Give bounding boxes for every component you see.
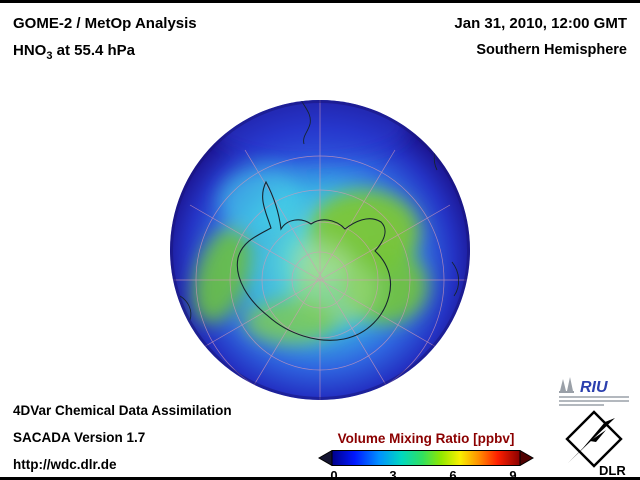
tick-label-3: 3: [389, 468, 397, 480]
colorbar: [318, 450, 534, 466]
colorbar-block: Volume Mixing Ratio [ppbv]: [318, 431, 534, 480]
website-url: http://wdc.dlr.de: [13, 457, 117, 472]
colorbar-left-arrow: [318, 450, 333, 466]
assimilation-label: 4DVar Chemical Data Assimilation: [13, 403, 232, 418]
datetime-label: Jan 31, 2010, 12:00 GMT: [454, 15, 627, 32]
version-label: SACADA Version 1.7: [13, 430, 146, 445]
dlr-rhombus: [565, 410, 623, 468]
pressure-level: at 55.4 hPa: [52, 42, 136, 59]
globe-rim: [170, 100, 470, 400]
analysis-title: GOME-2 / MetOp Analysis: [13, 15, 197, 32]
species-pressure-label: HNO3 at 55.4 hPa: [13, 42, 197, 62]
dlr-swoosh-wing: [590, 430, 606, 442]
colorbar-title: Volume Mixing Ratio [ppbv]: [337, 431, 515, 446]
riu-wordmark: RIU: [580, 379, 608, 396]
dlr-logo: DLR: [565, 410, 626, 477]
tick-label-6: 6: [449, 468, 457, 480]
colorbar-right-arrow: [519, 450, 534, 466]
hemisphere-map: [170, 100, 470, 400]
species-name: HNO: [13, 42, 47, 59]
cathedral-icon: [559, 377, 574, 393]
graticule: [170, 100, 470, 400]
riu-lines: [559, 396, 629, 406]
antarctica-outline: [236, 180, 392, 341]
hemisphere-label: Southern Hemisphere: [476, 42, 627, 58]
title-block: GOME-2 / MetOp Analysis HNO3 at 55.4 hPa: [13, 15, 197, 62]
tick-label-0: 0: [330, 468, 338, 480]
species-subscript: 3: [46, 50, 53, 62]
riu-logo: RIU: [559, 377, 629, 406]
colorbar-gradient: [331, 450, 521, 466]
datetime-block: Jan 31, 2010, 12:00 GMT Southern Hemisph…: [454, 15, 627, 58]
credits-block: 4DVar Chemical Data Assimilation SACADA …: [13, 403, 232, 477]
colorbar-ticks: 0 3 6 9: [318, 468, 534, 480]
tick-label-9: 9: [509, 468, 517, 480]
dlr-wordmark: DLR: [599, 463, 626, 477]
